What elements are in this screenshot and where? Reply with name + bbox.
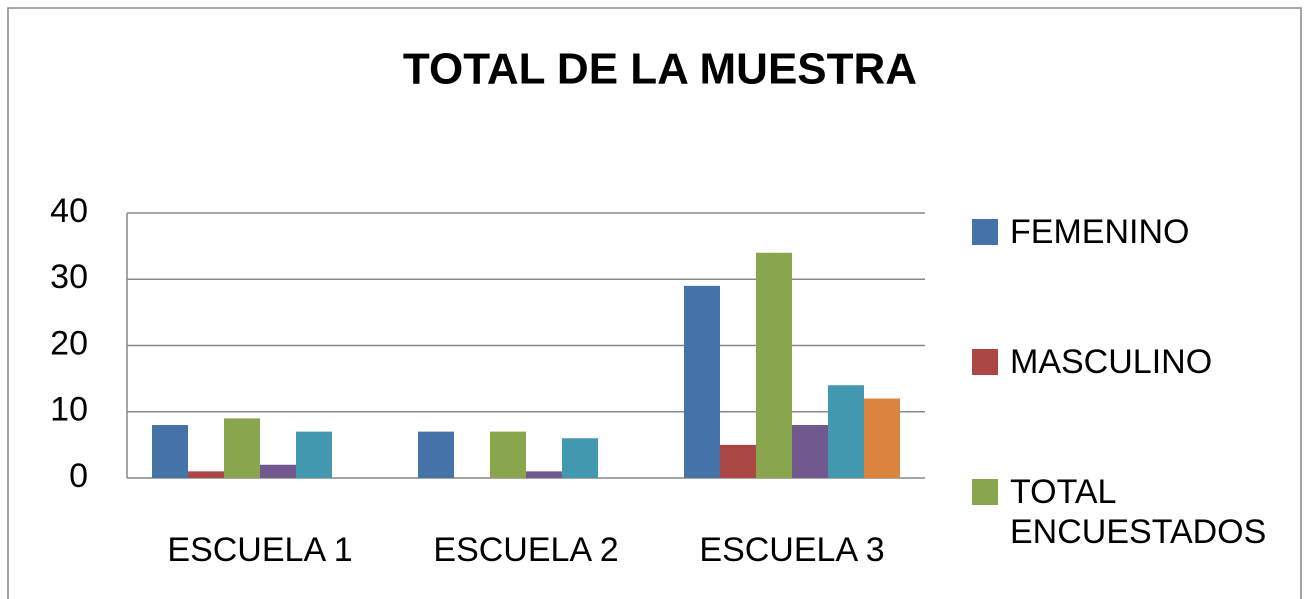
legend-swatch: [972, 479, 998, 505]
chart-title: TOTAL DE LA MUESTRA: [403, 45, 917, 94]
x-tick-label: ESCUELA 2: [433, 531, 618, 569]
legend-swatch: [972, 219, 998, 245]
bar: [490, 431, 526, 478]
y-tick-label: 0: [69, 457, 88, 495]
chart-border: [7, 7, 1302, 599]
bar: [562, 438, 598, 478]
bar: [260, 464, 296, 478]
legend-label: MASCULINO: [1010, 343, 1213, 381]
bar: [224, 418, 260, 478]
bar: [152, 425, 188, 478]
bar: [188, 471, 224, 478]
y-tick-label: 30: [50, 258, 88, 296]
bar: [296, 431, 332, 478]
bar: [720, 444, 756, 478]
bar: [684, 285, 720, 478]
bar: [526, 471, 562, 478]
bar: [418, 431, 454, 478]
y-tick-label: 10: [50, 391, 88, 429]
x-tick-label: ESCUELA 1: [167, 531, 352, 569]
x-tick-label: ESCUELA 3: [699, 531, 884, 569]
legend-label: TOTAL ENCUESTADOS: [1010, 473, 1267, 551]
y-tick-label: 20: [50, 324, 88, 362]
bar: [864, 398, 900, 478]
legend-swatch: [972, 349, 998, 375]
bar: [828, 385, 864, 478]
legend-label: FEMENINO: [1010, 213, 1190, 251]
bar: [792, 425, 828, 478]
y-tick-label: 40: [50, 192, 88, 230]
bar: [756, 252, 792, 478]
